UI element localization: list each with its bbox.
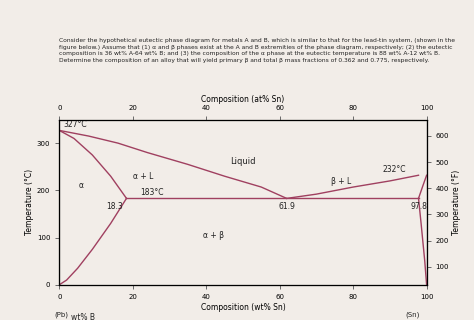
Text: β + L: β + L xyxy=(331,177,351,186)
Y-axis label: Temperature (°C): Temperature (°C) xyxy=(25,169,34,235)
Text: 61.9: 61.9 xyxy=(278,202,295,211)
Text: 18.3: 18.3 xyxy=(106,202,123,211)
X-axis label: Composition (wt% Sn): Composition (wt% Sn) xyxy=(201,303,285,312)
Y-axis label: Temperature (°F): Temperature (°F) xyxy=(452,170,461,235)
Text: α: α xyxy=(79,181,84,190)
Text: wt% B: wt% B xyxy=(71,313,95,320)
Text: 232°C: 232°C xyxy=(383,165,406,174)
Text: (Sn): (Sn) xyxy=(405,312,419,318)
Text: 97.8: 97.8 xyxy=(410,202,427,211)
Text: 183°C: 183°C xyxy=(140,188,164,197)
Text: Liquid: Liquid xyxy=(230,157,255,166)
X-axis label: Composition (at% Sn): Composition (at% Sn) xyxy=(201,95,284,104)
Text: Consider the hypothetical eutectic phase diagram for metals A and B, which is si: Consider the hypothetical eutectic phase… xyxy=(59,38,455,63)
Text: α + β: α + β xyxy=(203,231,224,240)
Text: (Pb): (Pb) xyxy=(55,312,69,318)
Text: 327°C: 327°C xyxy=(63,120,87,129)
Text: α + L: α + L xyxy=(133,172,153,180)
